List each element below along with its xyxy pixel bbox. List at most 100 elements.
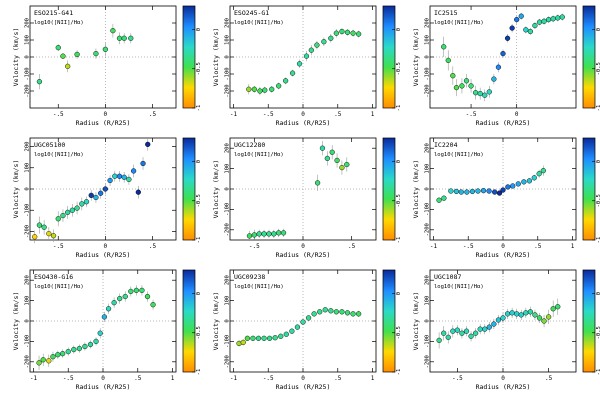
x-tick-label: -.5: [249, 243, 260, 250]
x-axis-label: Radius (R/R25): [76, 119, 131, 127]
y-tick-label: -100: [225, 67, 231, 80]
data-point: [459, 330, 465, 336]
x-axis-label: Radius (R/R25): [476, 383, 531, 391]
data-point: [339, 28, 345, 35]
colorbar-tick-label: -1: [196, 105, 202, 112]
x-tick-label: 0: [101, 375, 105, 382]
chart-panel-6: -1 -.5 0 .5 1 -200 -100 0 100 200 Radius (R/R25) Ve…: [412, 137, 600, 259]
colorbar-tick-label: 0: [196, 292, 202, 295]
colorbar-tick-label: 0: [196, 160, 202, 163]
data-point: [495, 317, 502, 323]
data-point: [486, 188, 492, 194]
data-point: [339, 164, 345, 171]
chart-panel-4: -.5 0 .5 -200 -100 0 100 200 Radius (R/R25) Veloc…: [12, 137, 202, 259]
colorbar-tick-label: 0: [396, 160, 402, 163]
x-tick-label: -.5: [63, 375, 74, 382]
x-tick-label: -.5: [452, 375, 463, 382]
data-point: [102, 186, 108, 192]
data-point: [289, 70, 296, 76]
panel-title: UGC09238: [234, 273, 265, 281]
x-tick-label: .5: [348, 243, 356, 250]
data-point: [46, 358, 52, 364]
chart-panel-3: -.5 0 -200 -100 0 100 200 Radius (R/R25) Velocit…: [412, 5, 600, 127]
data-point: [294, 324, 301, 330]
data-point: [145, 141, 151, 148]
y-tick-label: 200: [425, 143, 431, 153]
data-point: [464, 189, 470, 195]
x-tick-label: -.5: [263, 375, 274, 382]
x-axis-label: Radius (R/R25): [276, 383, 331, 391]
y-tick-label: 200: [425, 18, 431, 28]
data-point: [550, 306, 556, 312]
colorbar: [382, 269, 396, 373]
panel-title: UGC12280: [234, 141, 265, 149]
data-point: [289, 328, 295, 334]
x-tick-label: 0: [301, 111, 305, 118]
data-point: [541, 18, 547, 24]
data-point: [130, 168, 137, 174]
x-axis-label: Radius (R/R25): [276, 119, 331, 127]
x-tick-label: 0: [301, 243, 305, 250]
data-point: [255, 335, 262, 341]
data-point: [504, 311, 511, 317]
y-tick-label: -200: [425, 84, 431, 97]
data-point: [244, 335, 251, 341]
colorbar-tick-label: 0: [596, 292, 600, 295]
chart-panel-2: -1 -.5 0 .5 1 -200 -100 0 100 200 Radius (R/R25) Ve…: [212, 5, 402, 127]
panel-subtitle: log10([NII]/Hα): [234, 284, 284, 290]
x-tick-label: .5: [334, 375, 342, 382]
data-point: [76, 345, 82, 352]
data-point: [344, 161, 350, 168]
data-point: [139, 287, 145, 294]
data-point: [261, 231, 267, 237]
data-point: [459, 83, 465, 89]
data-point: [305, 315, 312, 321]
x-tick-label: 0: [501, 243, 505, 250]
chart-panel-7: -1 -.5 0 .5 1 -200 -100 0 100 200 Radius (R/R25) Ve…: [12, 269, 202, 391]
data-point: [65, 63, 71, 69]
chart-panel-5: -.5 0 .5 -200 -100 0 100 200 Radius (R/R25) Veloc…: [212, 137, 402, 259]
panel-subtitle: log10([NII]/Hα): [434, 20, 484, 26]
data-point: [65, 209, 71, 216]
data-point: [521, 179, 527, 185]
data-point: [50, 233, 57, 239]
y-tick-label: -100: [425, 335, 431, 348]
data-point: [555, 15, 561, 21]
data-point: [545, 314, 552, 320]
colorbar-tick-label: -0.5: [396, 62, 402, 75]
data-point: [278, 333, 284, 339]
data-point: [536, 171, 542, 177]
panel-subtitle: log10([NII]/Hα): [434, 152, 484, 158]
x-tick-label: -1: [30, 375, 38, 382]
data-point: [105, 306, 112, 312]
data-point: [110, 28, 116, 34]
data-point: [328, 308, 334, 314]
y-axis-label: Velocity (km/s): [212, 28, 220, 87]
y-tick-label: 100: [425, 35, 431, 45]
data-point: [55, 216, 61, 222]
data-point: [453, 188, 460, 195]
x-tick-label: 0: [501, 375, 505, 382]
data-point: [140, 160, 146, 167]
data-point: [532, 22, 538, 29]
data-point: [88, 192, 94, 199]
x-tick-label: 0: [301, 375, 305, 382]
data-point: [261, 335, 267, 341]
x-axis-label: Radius (R/R25): [276, 251, 331, 259]
data-point: [344, 29, 351, 35]
x-tick-label: -.5: [466, 111, 477, 118]
data-point: [311, 311, 317, 317]
data-point: [504, 35, 511, 41]
data-point: [308, 47, 314, 53]
data-point: [445, 57, 451, 64]
data-point: [496, 190, 503, 196]
data-point: [536, 19, 543, 25]
x-tick-label: 1: [371, 111, 375, 118]
data-point: [450, 328, 456, 334]
y-tick-label: -200: [25, 225, 31, 238]
data-point: [41, 224, 47, 230]
colorbar-tick-label: -1: [196, 369, 202, 376]
data-point: [324, 155, 330, 162]
data-point: [450, 73, 456, 79]
